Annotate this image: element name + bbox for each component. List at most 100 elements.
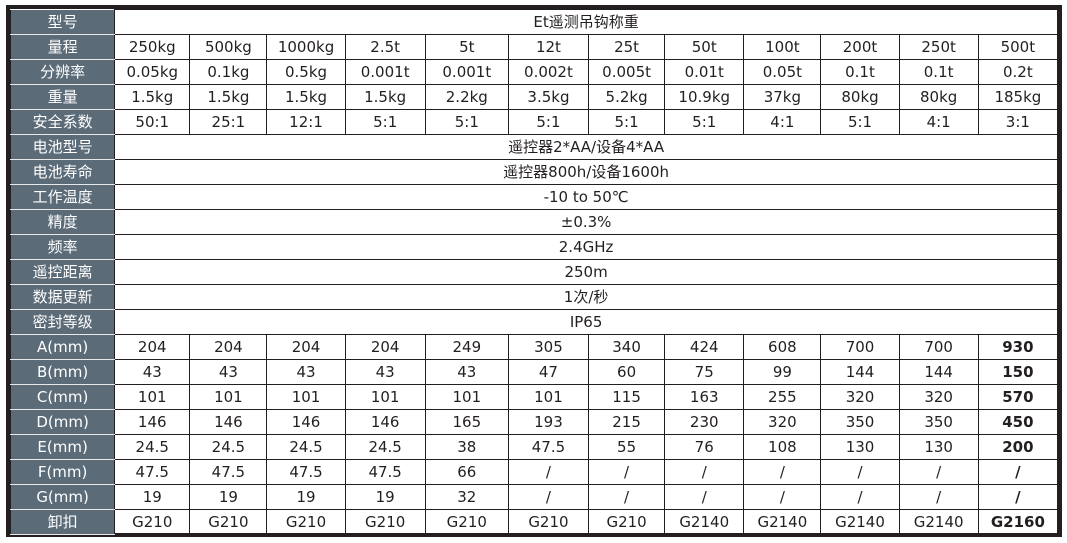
table-cell: 146 bbox=[114, 409, 191, 435]
spanned-value: -10 to 50℃ bbox=[114, 184, 1058, 210]
row-label: 密封等级 bbox=[9, 309, 116, 335]
table-cell: 66 bbox=[424, 459, 509, 485]
table-cell: 0.1t bbox=[820, 59, 900, 85]
table-row: D(mm) 146 146 146 146 165 193 215 230 320 350 350 45… bbox=[9, 409, 1059, 435]
table-cell: 255 bbox=[743, 384, 822, 410]
table-cell: / bbox=[588, 459, 666, 485]
table-row: A(mm) 204 204 204 204 249 305 340 424 608 700 700 93… bbox=[9, 334, 1059, 360]
table-cell: 80kg bbox=[898, 84, 979, 110]
table-cell: 215 bbox=[588, 409, 666, 435]
table-row: 遥控距离 250m bbox=[9, 259, 1058, 285]
table-cell: 38 bbox=[424, 434, 509, 460]
table-cell: 0.05kg bbox=[114, 59, 191, 85]
table-cell: / bbox=[588, 484, 666, 510]
table-cell: 144 bbox=[898, 359, 979, 385]
table-cell: 50:1 bbox=[114, 109, 191, 135]
row-label: C(mm) bbox=[9, 384, 116, 410]
table-cell: 19 bbox=[344, 484, 426, 510]
table-cell: 32 bbox=[424, 484, 509, 510]
table-cell: / bbox=[743, 484, 822, 510]
table-cell: 47.5 bbox=[266, 459, 346, 485]
table-cell: 1.5kg bbox=[189, 84, 268, 110]
table-cell: 24.5 bbox=[344, 434, 426, 460]
table-cell: 0.005t bbox=[588, 59, 666, 85]
row-label: 数据更新 bbox=[9, 284, 116, 310]
spec-table: 型号 Et遥测吊钩称重 量程 250kg 500kg 1000kg 2.5t 5t 12t 2… bbox=[9, 9, 1059, 535]
table-cell: 60 bbox=[588, 359, 666, 385]
table-cell: / bbox=[977, 484, 1059, 510]
row-label: 工作温度 bbox=[9, 184, 116, 210]
table-cell: 47.5 bbox=[114, 459, 191, 485]
table-row: 卸扣 G210 G210 G210 G210 G210 G210 G210 G2140 G2140… bbox=[9, 509, 1059, 535]
table-row: 工作温度 -10 to 50℃ bbox=[9, 184, 1058, 210]
table-cell: 1000kg bbox=[266, 34, 346, 60]
row-label: 量程 bbox=[9, 34, 116, 60]
table-row: 安全系数 50:1 25:1 12:1 5:1 5:1 5:1 5:1 5:1 4:1 5:1 4:1… bbox=[9, 109, 1059, 135]
table-cell: / bbox=[507, 484, 590, 510]
table-cell: 165 bbox=[424, 409, 509, 435]
table-cell: 43 bbox=[189, 359, 268, 385]
row-label: 遥控距离 bbox=[9, 259, 116, 285]
row-label: 卸扣 bbox=[9, 509, 116, 535]
table-cell: 43 bbox=[114, 359, 191, 385]
row-label: E(mm) bbox=[9, 434, 116, 460]
table-cell: 24.5 bbox=[114, 434, 191, 460]
row-label: 电池型号 bbox=[9, 134, 116, 160]
table-cell: 204 bbox=[114, 334, 191, 360]
spec-table-frame: 型号 Et遥测吊钩称重 量程 250kg 500kg 1000kg 2.5t 5t 12t 2… bbox=[6, 5, 1062, 537]
table-cell: / bbox=[743, 459, 822, 485]
table-cell: 185kg bbox=[977, 84, 1059, 110]
table-cell: 37kg bbox=[743, 84, 822, 110]
table-cell: 5:1 bbox=[424, 109, 509, 135]
table-cell: 47 bbox=[507, 359, 590, 385]
table-cell: / bbox=[820, 459, 900, 485]
table-cell: 424 bbox=[664, 334, 745, 360]
table-cell: 930 bbox=[977, 334, 1059, 360]
table-cell: 43 bbox=[424, 359, 509, 385]
table-cell: 101 bbox=[507, 384, 590, 410]
table-cell: 608 bbox=[743, 334, 822, 360]
table-cell: 24.5 bbox=[189, 434, 268, 460]
row-label: A(mm) bbox=[9, 334, 116, 360]
table-cell: 305 bbox=[507, 334, 590, 360]
table-title: Et遥测吊钩称重 bbox=[114, 9, 1058, 35]
table-cell: 249 bbox=[424, 334, 509, 360]
table-cell: 163 bbox=[664, 384, 745, 410]
table-cell: 12:1 bbox=[266, 109, 346, 135]
table-cell: / bbox=[977, 459, 1059, 485]
table-cell: 144 bbox=[820, 359, 900, 385]
table-cell: 80kg bbox=[820, 84, 900, 110]
table-cell: 4:1 bbox=[743, 109, 822, 135]
table-row: 电池型号 遥控器2*AA/设备4*AA bbox=[9, 134, 1058, 160]
table-cell: G210 bbox=[344, 509, 426, 535]
table-cell: 250kg bbox=[114, 34, 191, 60]
table-cell: 101 bbox=[189, 384, 268, 410]
table-cell: 0.001t bbox=[424, 59, 509, 85]
table-cell: 101 bbox=[266, 384, 346, 410]
table-cell: 19 bbox=[266, 484, 346, 510]
table-cell: / bbox=[507, 459, 590, 485]
table-cell: G210 bbox=[114, 509, 191, 535]
table-cell: 25t bbox=[588, 34, 666, 60]
table-cell: 320 bbox=[820, 384, 900, 410]
spanned-value: 遥控器800h/设备1600h bbox=[114, 159, 1058, 185]
table-row: B(mm) 43 43 43 43 43 47 60 75 99 144 144 150 bbox=[9, 359, 1059, 385]
table-cell: 99 bbox=[743, 359, 822, 385]
table-cell: 5:1 bbox=[820, 109, 900, 135]
table-row: 量程 250kg 500kg 1000kg 2.5t 5t 12t 25t 50t 100t 200… bbox=[9, 34, 1059, 60]
table-cell: 19 bbox=[189, 484, 268, 510]
row-label: 分辨率 bbox=[9, 59, 116, 85]
table-cell: 200 bbox=[977, 434, 1059, 460]
table-cell: 5t bbox=[424, 34, 509, 60]
table-row: 电池寿命 遥控器800h/设备1600h bbox=[9, 159, 1058, 185]
table-cell: 5:1 bbox=[588, 109, 666, 135]
table-cell: 570 bbox=[977, 384, 1059, 410]
row-label: 频率 bbox=[9, 234, 116, 260]
row-label: 型号 bbox=[9, 9, 116, 35]
table-row: 重量 1.5kg 1.5kg 1.5kg 1.5kg 2.2kg 3.5kg 5.2kg 10.… bbox=[9, 84, 1059, 110]
table-cell: / bbox=[664, 459, 745, 485]
table-cell: G210 bbox=[266, 509, 346, 535]
table-cell: 25:1 bbox=[189, 109, 268, 135]
table-cell: 1.5kg bbox=[266, 84, 346, 110]
table-cell: 4:1 bbox=[898, 109, 979, 135]
